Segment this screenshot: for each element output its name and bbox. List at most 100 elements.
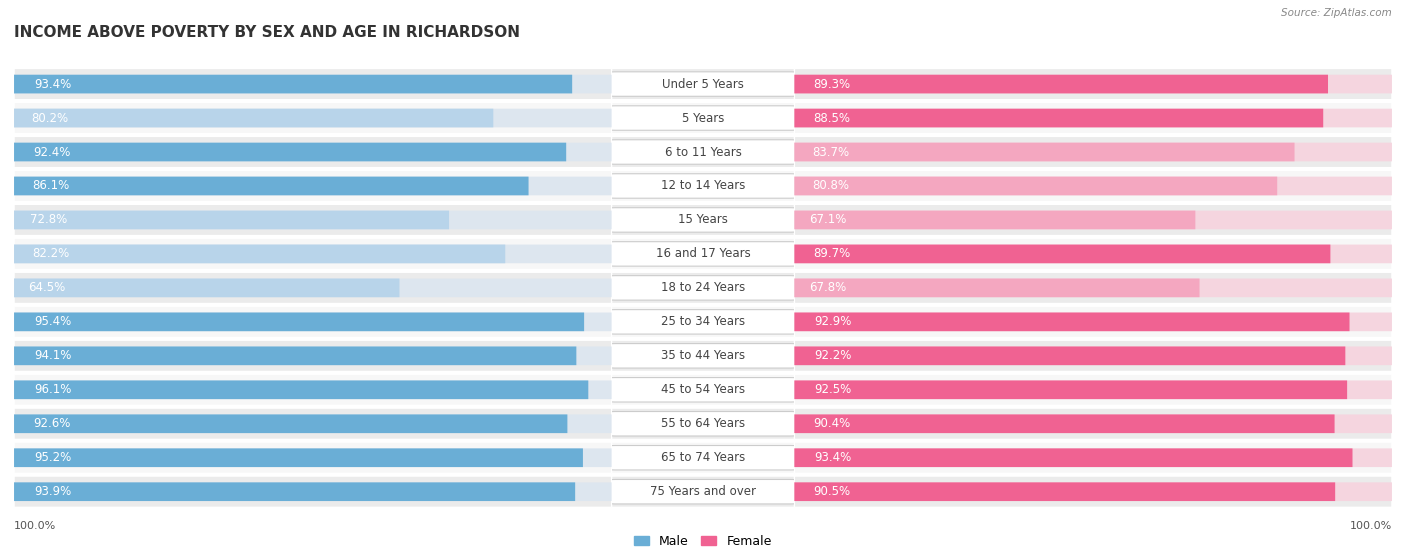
FancyBboxPatch shape	[612, 170, 794, 202]
FancyBboxPatch shape	[794, 211, 1195, 229]
Text: 90.4%: 90.4%	[814, 417, 851, 430]
FancyBboxPatch shape	[14, 312, 583, 331]
FancyBboxPatch shape	[794, 482, 1392, 501]
FancyBboxPatch shape	[600, 106, 806, 130]
Text: 65 to 74 Years: 65 to 74 Years	[661, 451, 745, 464]
FancyBboxPatch shape	[14, 238, 612, 269]
FancyBboxPatch shape	[794, 170, 1392, 202]
FancyBboxPatch shape	[612, 238, 794, 269]
Text: 6 to 11 Years: 6 to 11 Years	[665, 145, 741, 159]
FancyBboxPatch shape	[14, 408, 612, 439]
FancyBboxPatch shape	[612, 102, 794, 134]
FancyBboxPatch shape	[14, 374, 612, 405]
Text: 83.7%: 83.7%	[813, 145, 849, 159]
Text: 72.8%: 72.8%	[30, 214, 67, 226]
FancyBboxPatch shape	[14, 381, 588, 399]
Text: 86.1%: 86.1%	[32, 179, 70, 192]
FancyBboxPatch shape	[794, 108, 1323, 127]
FancyBboxPatch shape	[794, 312, 1350, 331]
FancyBboxPatch shape	[14, 143, 612, 162]
FancyBboxPatch shape	[600, 276, 806, 300]
FancyBboxPatch shape	[14, 312, 612, 331]
FancyBboxPatch shape	[794, 68, 1392, 100]
Text: 94.1%: 94.1%	[34, 349, 72, 362]
Text: 88.5%: 88.5%	[813, 112, 851, 125]
Text: 92.9%: 92.9%	[814, 315, 852, 328]
Text: 82.2%: 82.2%	[32, 248, 69, 260]
Text: 75 Years and over: 75 Years and over	[650, 485, 756, 498]
FancyBboxPatch shape	[794, 381, 1347, 399]
Text: 92.6%: 92.6%	[34, 417, 72, 430]
FancyBboxPatch shape	[794, 238, 1392, 269]
FancyBboxPatch shape	[794, 414, 1392, 433]
FancyBboxPatch shape	[14, 381, 612, 399]
FancyBboxPatch shape	[612, 306, 794, 338]
FancyBboxPatch shape	[612, 68, 794, 100]
Text: 92.2%: 92.2%	[814, 349, 851, 362]
Text: 89.7%: 89.7%	[814, 248, 851, 260]
Text: 16 and 17 Years: 16 and 17 Years	[655, 248, 751, 260]
FancyBboxPatch shape	[794, 476, 1392, 508]
FancyBboxPatch shape	[14, 68, 612, 100]
FancyBboxPatch shape	[794, 136, 1392, 168]
FancyBboxPatch shape	[794, 75, 1329, 93]
FancyBboxPatch shape	[794, 442, 1392, 473]
Text: 92.4%: 92.4%	[34, 145, 70, 159]
Text: 80.2%: 80.2%	[31, 112, 69, 125]
FancyBboxPatch shape	[794, 482, 1336, 501]
FancyBboxPatch shape	[794, 102, 1392, 134]
FancyBboxPatch shape	[14, 75, 572, 93]
FancyBboxPatch shape	[14, 177, 529, 195]
FancyBboxPatch shape	[794, 448, 1353, 467]
FancyBboxPatch shape	[600, 310, 806, 334]
FancyBboxPatch shape	[14, 340, 612, 371]
Text: 93.9%: 93.9%	[34, 485, 72, 498]
FancyBboxPatch shape	[600, 174, 806, 198]
FancyBboxPatch shape	[14, 108, 612, 127]
FancyBboxPatch shape	[794, 143, 1392, 162]
FancyBboxPatch shape	[14, 136, 612, 168]
FancyBboxPatch shape	[14, 272, 612, 304]
Text: 80.8%: 80.8%	[811, 179, 849, 192]
FancyBboxPatch shape	[612, 272, 794, 304]
Text: 18 to 24 Years: 18 to 24 Years	[661, 281, 745, 295]
Text: Source: ZipAtlas.com: Source: ZipAtlas.com	[1281, 8, 1392, 18]
FancyBboxPatch shape	[794, 347, 1392, 365]
FancyBboxPatch shape	[794, 177, 1392, 195]
FancyBboxPatch shape	[14, 448, 583, 467]
FancyBboxPatch shape	[14, 414, 612, 433]
FancyBboxPatch shape	[794, 448, 1392, 467]
FancyBboxPatch shape	[14, 476, 612, 508]
FancyBboxPatch shape	[14, 245, 612, 263]
Text: 96.1%: 96.1%	[34, 383, 72, 396]
FancyBboxPatch shape	[612, 205, 794, 235]
Text: 15 Years: 15 Years	[678, 214, 728, 226]
FancyBboxPatch shape	[794, 347, 1346, 365]
FancyBboxPatch shape	[600, 208, 806, 232]
FancyBboxPatch shape	[14, 442, 612, 473]
FancyBboxPatch shape	[600, 411, 806, 436]
FancyBboxPatch shape	[600, 480, 806, 504]
FancyBboxPatch shape	[14, 448, 612, 467]
Text: 5 Years: 5 Years	[682, 112, 724, 125]
FancyBboxPatch shape	[14, 170, 612, 202]
FancyBboxPatch shape	[794, 408, 1392, 439]
FancyBboxPatch shape	[794, 414, 1334, 433]
FancyBboxPatch shape	[794, 205, 1392, 235]
FancyBboxPatch shape	[794, 340, 1392, 371]
Text: 93.4%: 93.4%	[34, 78, 72, 91]
Text: 95.2%: 95.2%	[34, 451, 72, 464]
FancyBboxPatch shape	[14, 482, 575, 501]
FancyBboxPatch shape	[612, 136, 794, 168]
Text: 45 to 54 Years: 45 to 54 Years	[661, 383, 745, 396]
FancyBboxPatch shape	[794, 374, 1392, 405]
FancyBboxPatch shape	[14, 414, 568, 433]
Text: 92.5%: 92.5%	[814, 383, 851, 396]
Text: 12 to 14 Years: 12 to 14 Years	[661, 179, 745, 192]
FancyBboxPatch shape	[14, 177, 612, 195]
FancyBboxPatch shape	[794, 177, 1277, 195]
FancyBboxPatch shape	[14, 211, 449, 229]
FancyBboxPatch shape	[14, 205, 612, 235]
Text: INCOME ABOVE POVERTY BY SEX AND AGE IN RICHARDSON: INCOME ABOVE POVERTY BY SEX AND AGE IN R…	[14, 25, 520, 40]
FancyBboxPatch shape	[600, 377, 806, 402]
